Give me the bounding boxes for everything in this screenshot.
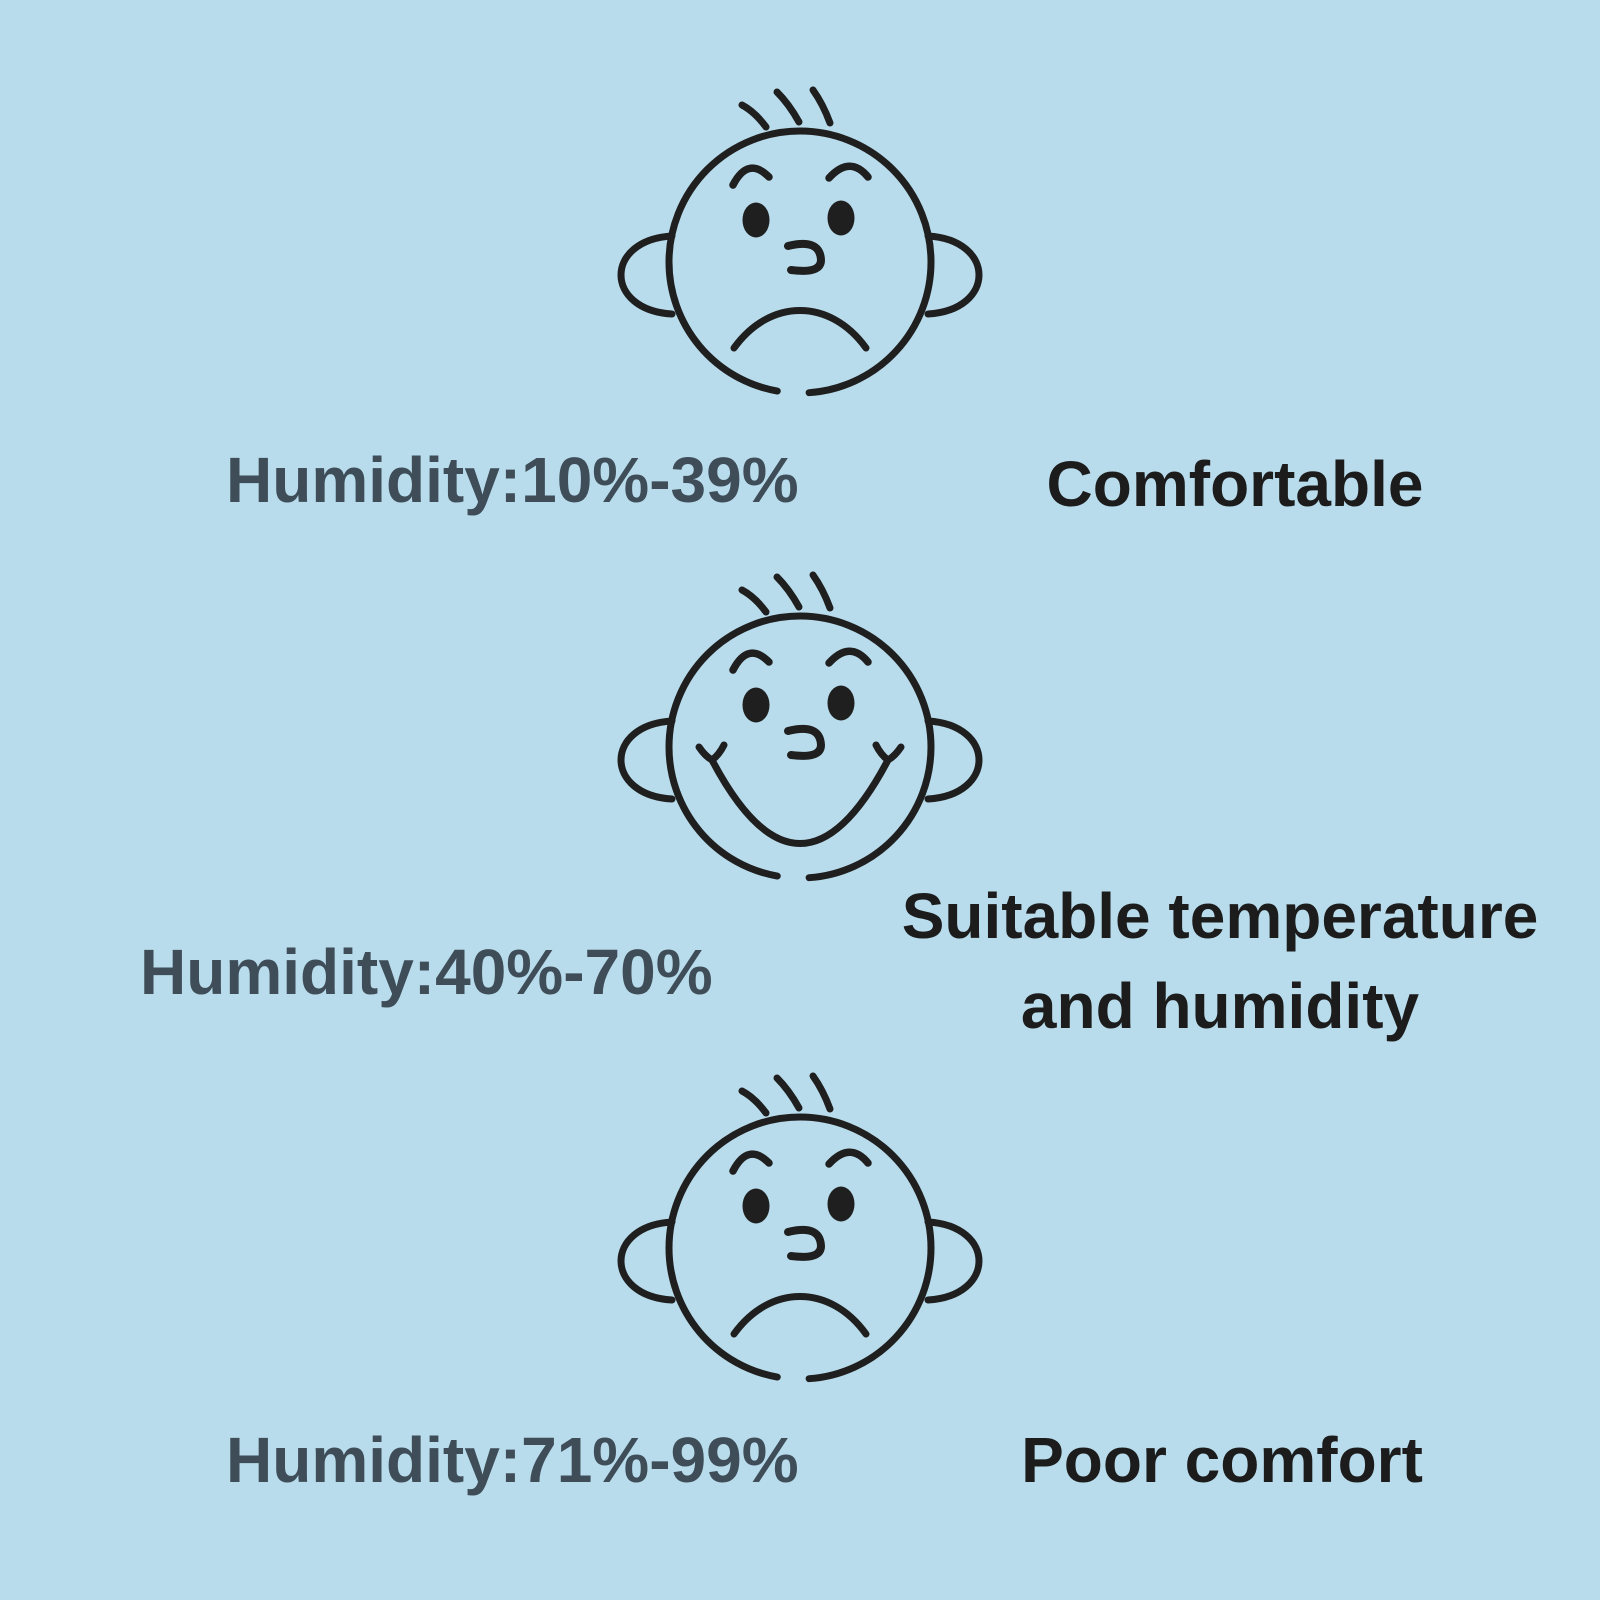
face-eye-right <box>827 685 855 721</box>
face-hair <box>809 86 834 127</box>
humidity-range-label: Humidity:40%-70% <box>140 936 713 1008</box>
face-mouth-smile <box>708 756 892 847</box>
face-hair <box>809 571 834 612</box>
face-ear-right <box>924 232 983 318</box>
face-head-outline <box>665 127 935 397</box>
sad-face-icon <box>617 1072 983 1383</box>
face-eye-right <box>827 200 855 236</box>
face-eyebrow-right <box>825 647 872 667</box>
face-head-outline <box>665 612 935 882</box>
face-eye-left <box>742 687 770 723</box>
face-ear-right <box>924 717 983 803</box>
face-eye-left <box>742 1188 770 1224</box>
face-nose <box>784 724 825 760</box>
face-ear-left <box>617 232 676 318</box>
face-hair <box>738 101 770 131</box>
face-nose <box>784 239 825 275</box>
face-eyebrow-right <box>825 162 872 182</box>
face-hair <box>773 573 803 611</box>
face-eyebrow-right <box>825 1148 872 1168</box>
humidity-range-label: Humidity:71%-99% <box>226 1424 799 1496</box>
comfort-description-label: Comfortable <box>1046 448 1424 520</box>
happy-face-icon <box>617 571 983 882</box>
face-hair <box>773 1074 803 1112</box>
face-eye-right <box>827 1186 855 1222</box>
face-ear-right <box>924 1218 983 1304</box>
face-eyebrow-left <box>729 1150 773 1175</box>
face-hair <box>738 1087 770 1117</box>
face-eyebrow-left <box>729 649 773 674</box>
face-hair <box>773 88 803 126</box>
face-nose <box>784 1225 825 1261</box>
face-ear-left <box>617 717 676 803</box>
face-head-outline <box>665 1113 935 1383</box>
face-ear-left <box>617 1218 676 1304</box>
comfort-description-label: Suitable temperature and humidity <box>901 880 1539 1042</box>
face-eyebrow-left <box>729 164 773 189</box>
sad-face-icon <box>617 86 983 397</box>
face-mouth-frown <box>730 1293 870 1338</box>
face-mouth-frown <box>730 307 870 352</box>
face-hair <box>738 586 770 616</box>
face-mouth-smile-corner-right <box>872 741 905 764</box>
face-hair <box>809 1072 834 1113</box>
face-eye-left <box>742 202 770 238</box>
humidity-range-label: Humidity:10%-39% <box>226 444 799 516</box>
comfort-description-label: Poor comfort <box>1021 1424 1423 1496</box>
